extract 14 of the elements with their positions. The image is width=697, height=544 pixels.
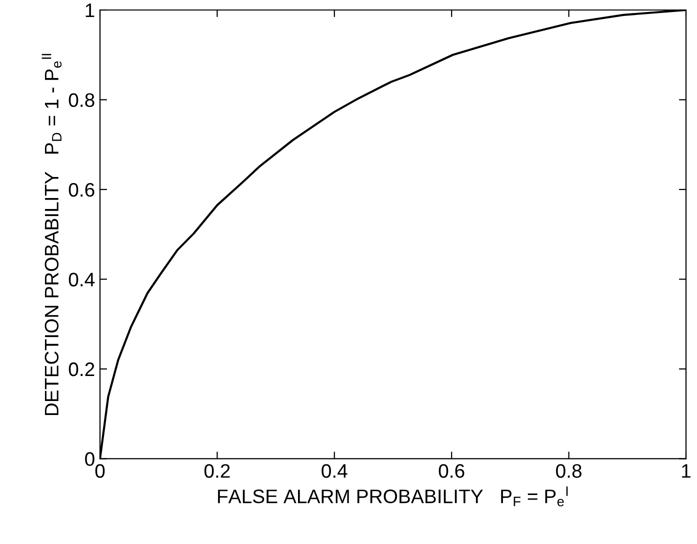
- y-tick-label: 0.8: [68, 93, 94, 107]
- x-tick-label: 0.2: [204, 464, 230, 478]
- x-axis-title: FALSE ALARM PROBABILITY P$_{F}$ = P$_{e}$$^{I}$: [218, 486, 568, 506]
- x-tick-label: 0: [95, 464, 105, 478]
- x-tick-label: 1: [682, 464, 690, 478]
- y-tick-label: 0.4: [68, 272, 95, 286]
- y-tick-label: 0.2: [68, 362, 94, 376]
- x-tick-label: 0.8: [556, 464, 582, 478]
- y-tick-label: 0: [85, 452, 94, 466]
- x-tick-label: 0.6: [438, 464, 464, 478]
- y-axis-title: DETECTION PROBABILITY P$_{D}$ = 1 - P$_{e}$$^{II}$: [42, 54, 62, 416]
- x-tick-label: 0.4: [322, 464, 348, 478]
- y-tick-label: 0.6: [68, 182, 94, 197]
- y-tick-label: 1: [86, 4, 94, 18]
